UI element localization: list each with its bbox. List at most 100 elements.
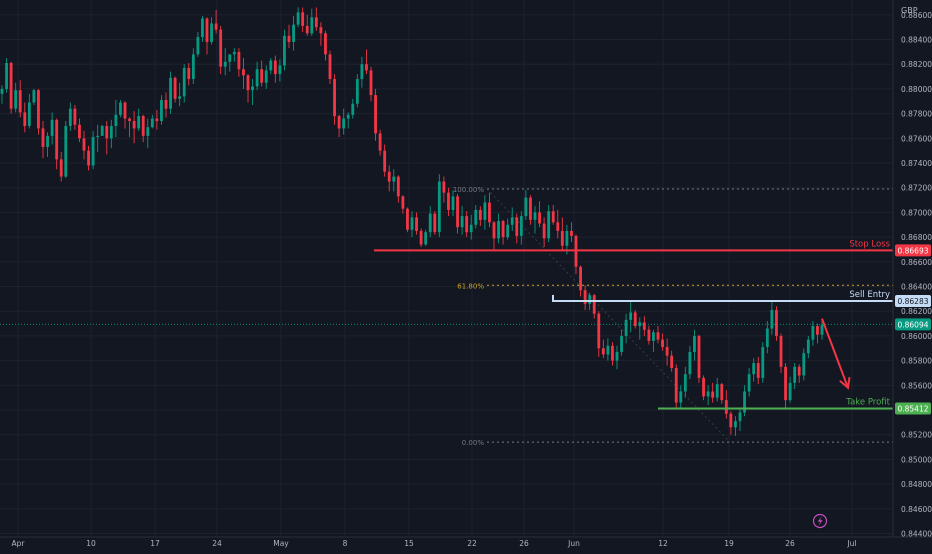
candle-body (775, 309, 778, 336)
candle (396, 175, 400, 203)
candle (383, 144, 387, 177)
candle (191, 48, 195, 84)
candle-body (406, 208, 409, 230)
candle (0, 85, 4, 104)
forecast-arrow[interactable] (821, 318, 851, 390)
price-tick-label: 0.87400 (901, 159, 932, 168)
candle (387, 165, 391, 192)
candle-body (164, 100, 168, 109)
candle-body (779, 335, 783, 367)
candle (146, 118, 150, 149)
level-stop-loss[interactable]: Stop Loss 0.86693 (374, 239, 931, 257)
candle-body (724, 400, 728, 414)
candle-body (647, 329, 651, 341)
candle-body (661, 339, 664, 348)
candle (310, 8, 314, 36)
candle-body (264, 70, 268, 83)
candle (538, 201, 541, 228)
candle (342, 108, 346, 135)
candle-body (488, 202, 491, 223)
candle-body (601, 348, 605, 355)
candle-body (683, 374, 687, 392)
candle (729, 411, 733, 435)
candle-body (41, 128, 45, 147)
candle (23, 102, 27, 133)
candle-body (251, 86, 254, 91)
candle (415, 212, 418, 235)
candle-body (752, 363, 756, 375)
candle-body (624, 319, 628, 336)
level-label: Take Profit (845, 398, 890, 408)
candle-body (55, 119, 59, 160)
candle (752, 358, 756, 382)
price-tick-label: 0.86200 (901, 307, 932, 316)
candle-body (524, 197, 528, 217)
candle (137, 108, 141, 131)
level-label: Stop Loss (849, 239, 890, 249)
candle-body (529, 197, 532, 220)
candle (214, 9, 218, 34)
candle-body (715, 384, 719, 398)
candle-body (424, 232, 428, 245)
current-price-badge (895, 318, 931, 331)
candle (606, 338, 610, 361)
candle-body (806, 339, 810, 354)
level-label: Sell Entry (849, 290, 890, 300)
candle-body (100, 125, 104, 136)
candle-body (679, 391, 683, 403)
annotations-layer[interactable]: Stop Loss 0.86693 Sell Entry 0.86283 Take Pr… (0, 239, 931, 415)
candle (738, 408, 742, 432)
candle-body (688, 351, 692, 375)
candle (775, 306, 778, 341)
candle-body (23, 112, 27, 126)
candle-body (560, 230, 564, 246)
candle (242, 58, 245, 89)
candle-body (483, 202, 487, 220)
candle (141, 114, 145, 143)
price-tick-label: 0.84600 (901, 505, 932, 514)
candle-body (374, 95, 377, 134)
candle-body (501, 221, 505, 238)
candle-body (324, 33, 327, 55)
candle-body (137, 116, 141, 129)
candle (278, 59, 282, 82)
candle-body (228, 54, 232, 62)
time-tick-label: Jul (846, 539, 856, 548)
candle-body (820, 324, 824, 335)
candle (665, 338, 669, 366)
candle (647, 326, 651, 345)
candle-body (387, 171, 391, 182)
candle (283, 29, 286, 71)
fibonacci-retracement[interactable]: 100.00% 61.80% 0.00% (453, 186, 893, 447)
candle (797, 364, 801, 383)
candle-body (355, 79, 359, 104)
level-take-profit[interactable]: Take Profit 0.85412 (658, 398, 931, 415)
candle-body (59, 159, 63, 177)
candle (32, 88, 36, 105)
candle (319, 22, 323, 46)
candle-body (592, 295, 596, 314)
candles-layer (0, 7, 824, 436)
candle-body (720, 384, 724, 401)
candle-body (401, 196, 405, 209)
candle-body (551, 211, 555, 223)
candle-body (492, 222, 496, 239)
candle-body (588, 295, 592, 304)
level-sell-entry[interactable]: Sell Entry 0.86283 (552, 290, 931, 307)
candle (46, 132, 49, 157)
candle-body (547, 211, 551, 239)
candle (734, 416, 737, 436)
candle (64, 121, 68, 178)
candle-body (360, 64, 364, 80)
candle-body (396, 176, 400, 197)
candle-body (169, 77, 172, 109)
candle-body (155, 118, 159, 122)
fib-trendline[interactable] (486, 188, 731, 443)
candle (333, 74, 336, 125)
candle-body (369, 70, 373, 96)
price-tick-label: 0.86600 (901, 258, 932, 267)
candle (109, 119, 113, 149)
candle (169, 71, 172, 114)
lightning-bolt-icon[interactable] (812, 513, 828, 529)
